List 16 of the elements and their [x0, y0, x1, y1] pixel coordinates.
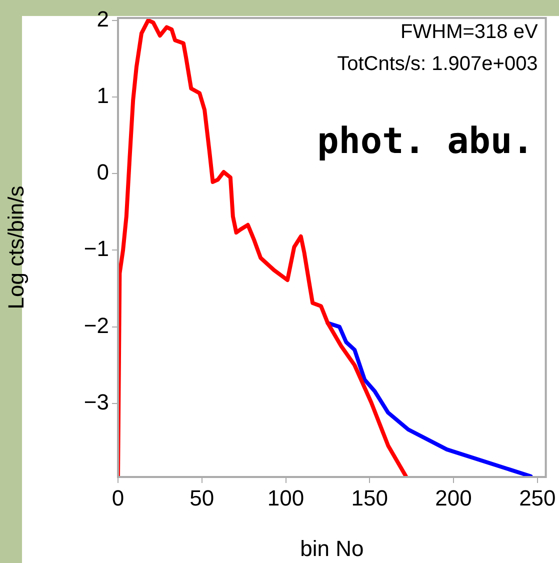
y-tick-label: 0: [96, 160, 109, 185]
y-tick-label: 2: [96, 6, 109, 32]
y-tick-label: 1: [96, 82, 109, 108]
x-tick-label: 50: [190, 485, 214, 510]
annotation: TotCnts/s: 1.907e+003: [337, 53, 538, 75]
y-tick-label: −1: [84, 236, 109, 262]
annotation: FWHM=318 eV: [400, 21, 538, 43]
y-tick-label: −3: [84, 390, 109, 414]
y-axis-title: Log cts/bin/s: [3, 186, 28, 310]
x-tick-label: 150: [351, 485, 388, 510]
x-tick-label: 200: [435, 485, 472, 510]
x-tick-label: 250: [519, 485, 556, 510]
x-tick-label: 100: [267, 485, 304, 510]
annotation: phot. abu.: [317, 121, 534, 162]
x-axis-title: bin No: [300, 536, 364, 561]
y-tick-label: −2: [84, 312, 109, 338]
